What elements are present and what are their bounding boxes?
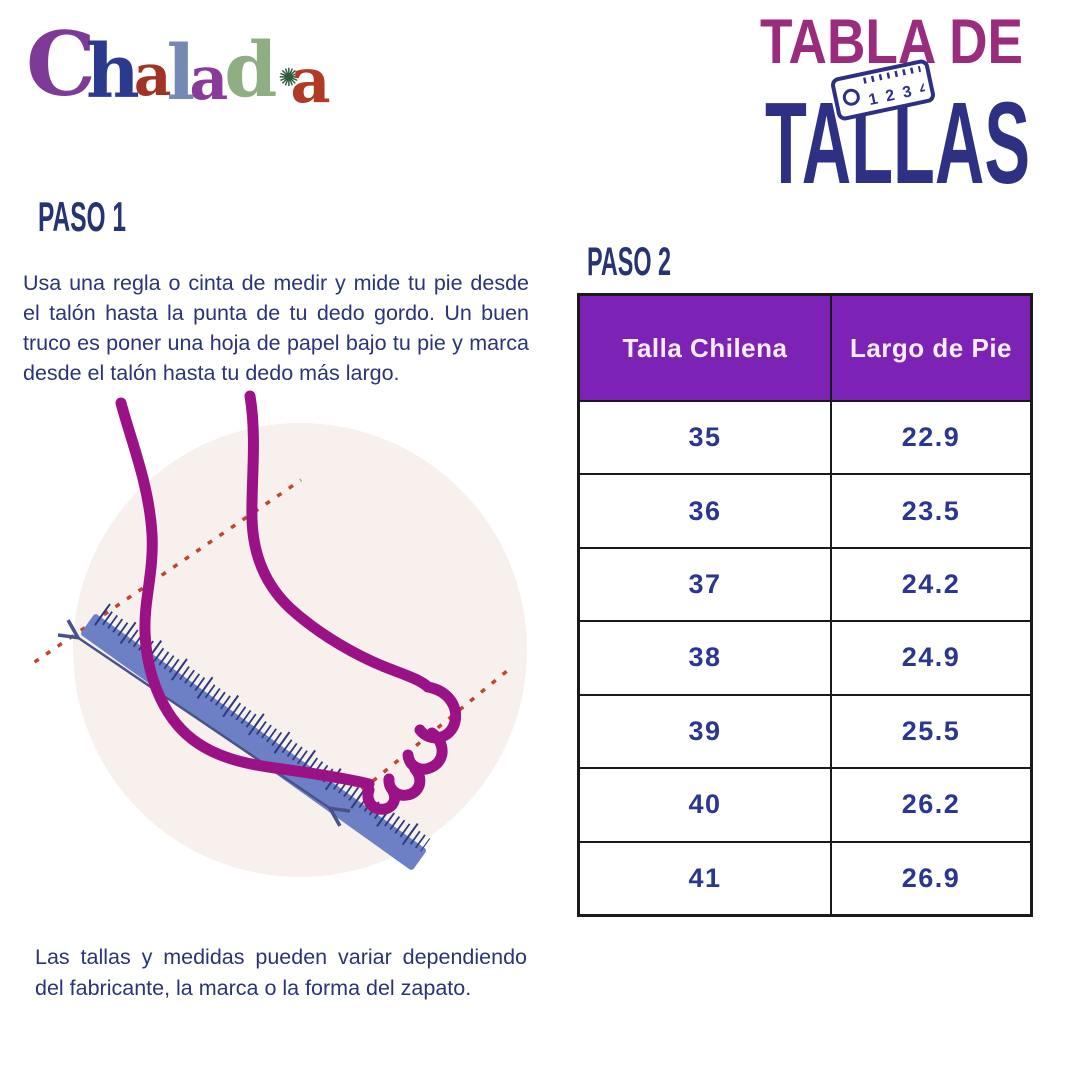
ruler-hole-icon	[841, 86, 862, 107]
toe-guide-line	[360, 669, 509, 792]
brand-letter: C	[26, 12, 97, 116]
brand-letter: h	[86, 29, 140, 115]
table-cell-length: 24.9	[830, 620, 1030, 694]
table-cell-size: 40	[580, 767, 830, 841]
table-cell-size: 36	[580, 473, 830, 547]
column-header-talla-chilena: Talla Chilena	[580, 296, 830, 400]
mandala-icon: ✺	[278, 63, 300, 92]
ruler-numbers: 1 2 3 4	[867, 79, 926, 109]
brand-letter: l	[166, 28, 196, 117]
svg-text:PASO 1: PASO 1	[38, 198, 126, 240]
measure-arrow	[77, 637, 331, 809]
brand-letter: a	[290, 44, 331, 117]
table-cell-size: 37	[580, 546, 830, 621]
brand-letter-d: d✺	[224, 25, 300, 114]
disclaimer-text: Las tallas y medidas pueden variar depen…	[35, 944, 527, 1000]
foot-measurement-illustration	[28, 390, 527, 877]
step2-heading: PASO 2	[587, 242, 671, 284]
table-cell-length: 23.5	[830, 473, 1030, 547]
table-cell-size: 35	[580, 400, 830, 474]
size-table: Talla Chilena Largo de Pie 35 22.9 36 23…	[577, 293, 1033, 917]
step1-heading: PASO 1	[38, 198, 126, 240]
ruler-ticks-and-numbers: 1 2 3 4	[861, 65, 927, 109]
ruler-icon: 1 2 3 4	[829, 58, 937, 122]
svg-text:PASO 2: PASO 2	[587, 242, 671, 284]
brand-letter: a	[189, 44, 229, 114]
table-cell-length: 26.2	[830, 767, 1030, 841]
table-cell-size: 38	[580, 620, 830, 694]
table-cell-length: 24.2	[830, 546, 1030, 621]
column-header-largo-de-pie: Largo de Pie	[830, 296, 1030, 400]
table-cell-length: 22.9	[830, 400, 1030, 474]
table-cell-size: 41	[580, 840, 830, 914]
table-cell-size: 39	[580, 693, 830, 768]
brand-logo: Chalad✺a	[26, 20, 331, 115]
table-cell-length: 25.5	[830, 693, 1030, 768]
brand-letter: a	[133, 41, 172, 109]
foot-outline	[115, 390, 461, 815]
table-cell-length: 26.9	[830, 840, 1030, 914]
step1-instructions: Usa una regla o cinta de medir y mide tu…	[23, 270, 529, 385]
